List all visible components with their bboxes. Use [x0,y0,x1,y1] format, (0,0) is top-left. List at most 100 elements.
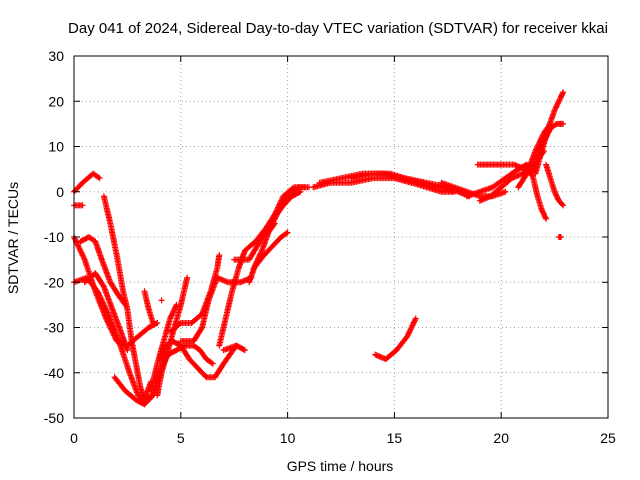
data-point [168,312,175,319]
series-arc-ae [532,89,567,177]
data-point [258,248,265,255]
chart-title: Day 041 of 2024, Sidereal Day-to-day VTE… [68,20,608,37]
data-point [527,168,534,175]
series-arc-ag [543,161,567,209]
data-point [267,224,274,231]
data-point [284,229,291,236]
data-point [408,323,415,330]
y-tick-label: 30 [48,48,64,64]
data-point [558,234,565,240]
y-tick-label: -10 [44,229,64,245]
x-tick-label: 10 [280,430,296,446]
data-point [268,223,275,230]
data-point [404,332,411,339]
data-point [554,100,561,107]
series-arc-e [71,202,86,209]
series-arc-b [77,234,129,308]
data-point [170,308,177,315]
data-point [294,185,301,192]
data-point [169,311,176,318]
data-point [270,219,277,226]
x-tick-label: 25 [600,430,616,446]
series-arc-c [71,274,154,403]
data-point [542,214,549,221]
data-point [241,347,248,354]
data-point [527,169,534,176]
data-point [411,318,418,325]
x-tick-label: 5 [177,430,185,446]
data-point [554,101,561,108]
data-point [216,252,223,259]
y-tick-label: 0 [56,184,64,200]
data-point [176,320,183,327]
data-point [560,202,567,209]
x-axis-label: GPS time / hours [287,458,394,474]
data-point [502,188,509,195]
series-arc-x [372,315,419,363]
data-point [270,218,277,225]
data-point [556,97,563,104]
data-point [552,104,559,111]
data-point [271,215,278,222]
data-point [404,333,411,340]
x-tick-label: 15 [387,430,403,446]
data-point [523,171,530,178]
data-point [552,105,559,112]
axis-ticks: 0 5 10 15 20 25 -50 -40 -30 -20 -10 0 10 20 30 [44,48,616,446]
data-point [560,89,567,96]
data-point [167,315,174,322]
data-point [525,165,532,172]
data-point [124,347,131,354]
grid-lines [74,56,608,418]
data-point [153,320,160,327]
data-point [412,316,419,323]
data-point [526,167,533,174]
data-point [297,188,304,195]
data-point [555,99,562,106]
data-point [409,322,416,329]
data-point [271,216,278,223]
data-point [173,301,180,308]
y-tick-label: -30 [44,320,64,336]
data-point [406,329,413,336]
y-tick-label: 20 [48,93,64,109]
series-arc-af [523,161,550,222]
series-arc-p [216,184,308,349]
data-point [184,274,191,281]
x-tick-label: 0 [70,430,78,446]
data-point [410,319,417,326]
series-arc-s [250,229,291,272]
y-tick-label: 10 [48,139,64,155]
data-point [169,310,176,317]
data-point [543,215,550,222]
data-point [553,103,560,110]
data-point [535,141,542,148]
data-point [405,330,412,337]
series-arc-o [220,342,248,354]
data-point [208,359,215,366]
data-point [529,173,536,180]
data-point [406,327,413,334]
series-arc-k [154,274,191,399]
data-point [158,297,165,304]
data-point [172,303,179,310]
data-point [525,164,532,171]
data-point [560,120,567,127]
data-point [528,172,535,179]
series-arc-i [141,288,157,326]
data-point [536,139,543,146]
data-marks [71,89,567,408]
data-point [95,174,102,181]
data-point [269,220,276,227]
data-point [536,138,543,145]
series-arc-ah [555,234,565,240]
series-arc-ai [158,297,165,304]
y-tick-label: -50 [44,410,64,426]
series-arc-d [81,270,131,354]
y-axis-label: SDTVAR / TECUs [5,182,21,294]
data-point [283,230,290,237]
data-point [556,96,563,103]
data-point [172,304,179,311]
data-point [272,214,279,221]
data-point [150,319,157,326]
